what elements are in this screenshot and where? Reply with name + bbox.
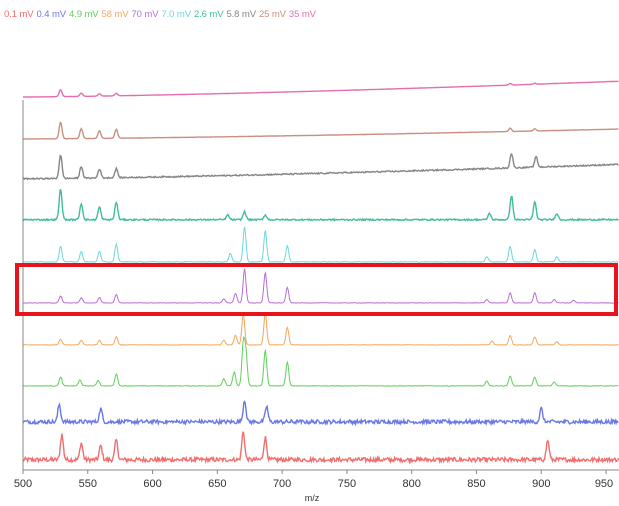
legend-entry: 58 mV <box>101 9 129 20</box>
spectrum-trace <box>22 431 619 465</box>
spectrum-trace <box>22 121 619 140</box>
spectrum-trace <box>22 336 619 387</box>
traces-group <box>22 80 619 465</box>
spectrum-trace <box>22 311 619 346</box>
x-axis: 500 550 600 650 700 750 800 850 900 950 <box>14 100 619 490</box>
spectrum-trace <box>23 268 619 304</box>
legend-entry: 70 mV <box>131 9 159 20</box>
x-tick-label: 850 <box>467 478 485 490</box>
x-tick-label: 950 <box>595 478 613 490</box>
x-tick-label: 600 <box>143 478 161 490</box>
x-tick-label: 650 <box>208 478 226 490</box>
spectrum-trace <box>22 152 619 181</box>
spectrum-trace <box>23 80 619 98</box>
x-axis-title: m/z <box>305 493 320 503</box>
spectrum-trace <box>22 189 619 222</box>
legend-entry: 7.0 mV <box>161 9 191 20</box>
highlight-layer <box>15 263 618 316</box>
x-tick-label: 550 <box>79 478 97 490</box>
spectrum-trace <box>22 400 619 427</box>
legend-entry: 35 mV <box>288 9 316 20</box>
chart-legend: 0.1 mV 0.4 mV 4.9 mV 58 mV 70 mV 7.0 mV 2.6 mV… <box>4 9 319 20</box>
legend-entry: 5.8 mV <box>226 9 256 20</box>
legend-entry: 0.1 mV <box>4 9 34 20</box>
x-tick-label: 700 <box>273 478 291 490</box>
x-tick-label: 800 <box>403 478 421 490</box>
highlight-box <box>15 263 618 316</box>
legend-entry: 0.4 mV <box>36 9 67 20</box>
x-tick-label: 750 <box>338 478 356 490</box>
x-tick-label: 900 <box>532 478 550 490</box>
legend-entry: 4.9 mV <box>69 9 99 20</box>
x-tick-label: 500 <box>14 478 32 490</box>
legend-entry: 2.6 mV <box>193 9 224 20</box>
spectrum-trace <box>22 226 619 263</box>
legend-entry: 25 mV <box>258 9 286 20</box>
